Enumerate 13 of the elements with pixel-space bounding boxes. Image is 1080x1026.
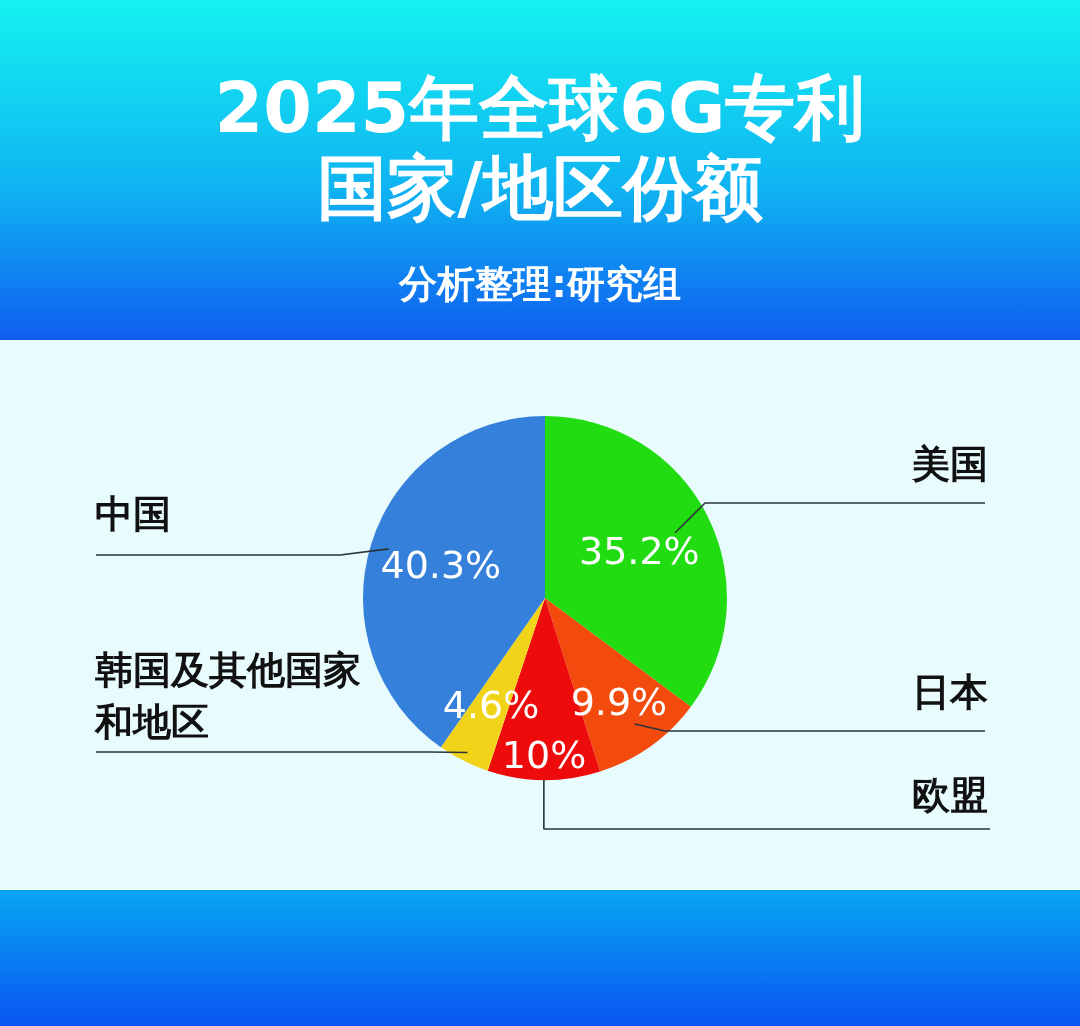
title: 2025年全球6G专利 <box>214 67 866 149</box>
category-label: 中国 <box>95 492 171 536</box>
category-label: 欧盟 <box>912 773 988 817</box>
category-label: 美国 <box>912 442 988 486</box>
data-label: 10% <box>501 732 587 777</box>
category-label: 日本 <box>912 670 988 714</box>
data-label: 9.9% <box>570 679 668 724</box>
subtitle: 分析整理:研究组 <box>399 262 681 306</box>
data-label: 40.3% <box>380 543 502 588</box>
category-label: 韩国及其他国家 <box>95 648 361 692</box>
category-label: 和地区 <box>95 700 209 744</box>
data-label: 35.2% <box>579 528 700 573</box>
title: 国家/地区份额 <box>317 147 763 229</box>
